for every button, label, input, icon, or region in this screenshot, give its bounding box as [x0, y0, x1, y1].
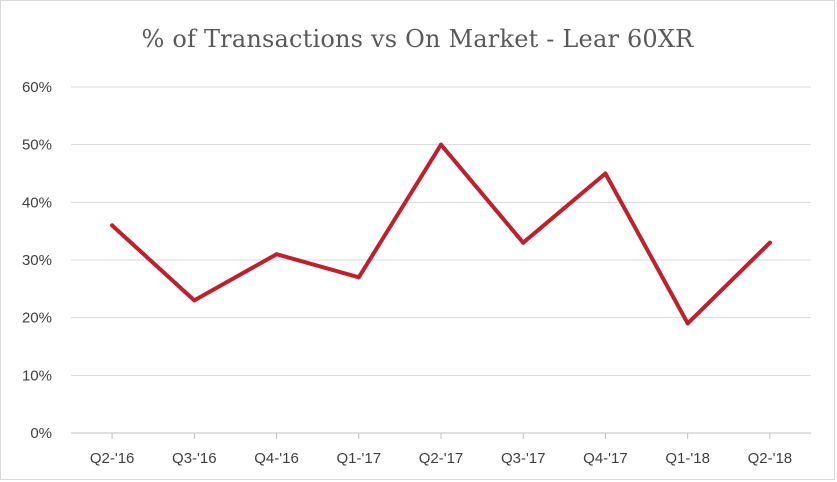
x-tick-label: Q3-'17 — [501, 450, 546, 467]
y-tick-label: 30% — [22, 252, 52, 269]
data-point — [521, 240, 526, 245]
data-point — [192, 298, 197, 303]
y-tick-label: 10% — [22, 367, 52, 384]
data-point — [356, 275, 361, 280]
chart-title: % of Transactions vs On Market - Lear 60… — [141, 25, 694, 53]
data-point — [685, 321, 690, 326]
series-line — [110, 142, 772, 326]
x-tick-label: Q1-'17 — [336, 450, 381, 467]
data-point — [767, 240, 772, 245]
y-tick-label: 0% — [30, 425, 52, 442]
x-tick-label: Q2-'18 — [748, 450, 793, 467]
x-axis — [71, 432, 811, 439]
gridlines — [71, 86, 811, 376]
data-point — [439, 142, 443, 147]
data-point — [603, 171, 608, 176]
y-tick-label: 40% — [22, 194, 52, 211]
y-tick-label: 20% — [22, 310, 52, 327]
x-tick-label: Q3-'16 — [172, 450, 217, 467]
series-layer — [110, 142, 772, 326]
x-axis-tick-labels: Q2-'16 Q3-'16 Q4-'16 Q1-'17 Q2-'17 Q3-'17 Q4-'… — [90, 450, 792, 467]
y-axis-tick-labels: 0% 10% 20% 30% 40% 50% 60% — [22, 79, 52, 442]
data-point — [274, 252, 279, 257]
data-point — [110, 223, 115, 228]
y-tick-label: 60% — [22, 79, 52, 96]
x-tick-label: Q2-'16 — [90, 450, 135, 467]
y-tick-label: 50% — [22, 137, 52, 154]
x-tick-label: Q4-'16 — [254, 450, 299, 467]
x-tick-label: Q2-'17 — [419, 450, 464, 467]
x-tick-label: Q1-'18 — [665, 450, 710, 467]
x-tick-label: Q4-'17 — [583, 450, 628, 467]
